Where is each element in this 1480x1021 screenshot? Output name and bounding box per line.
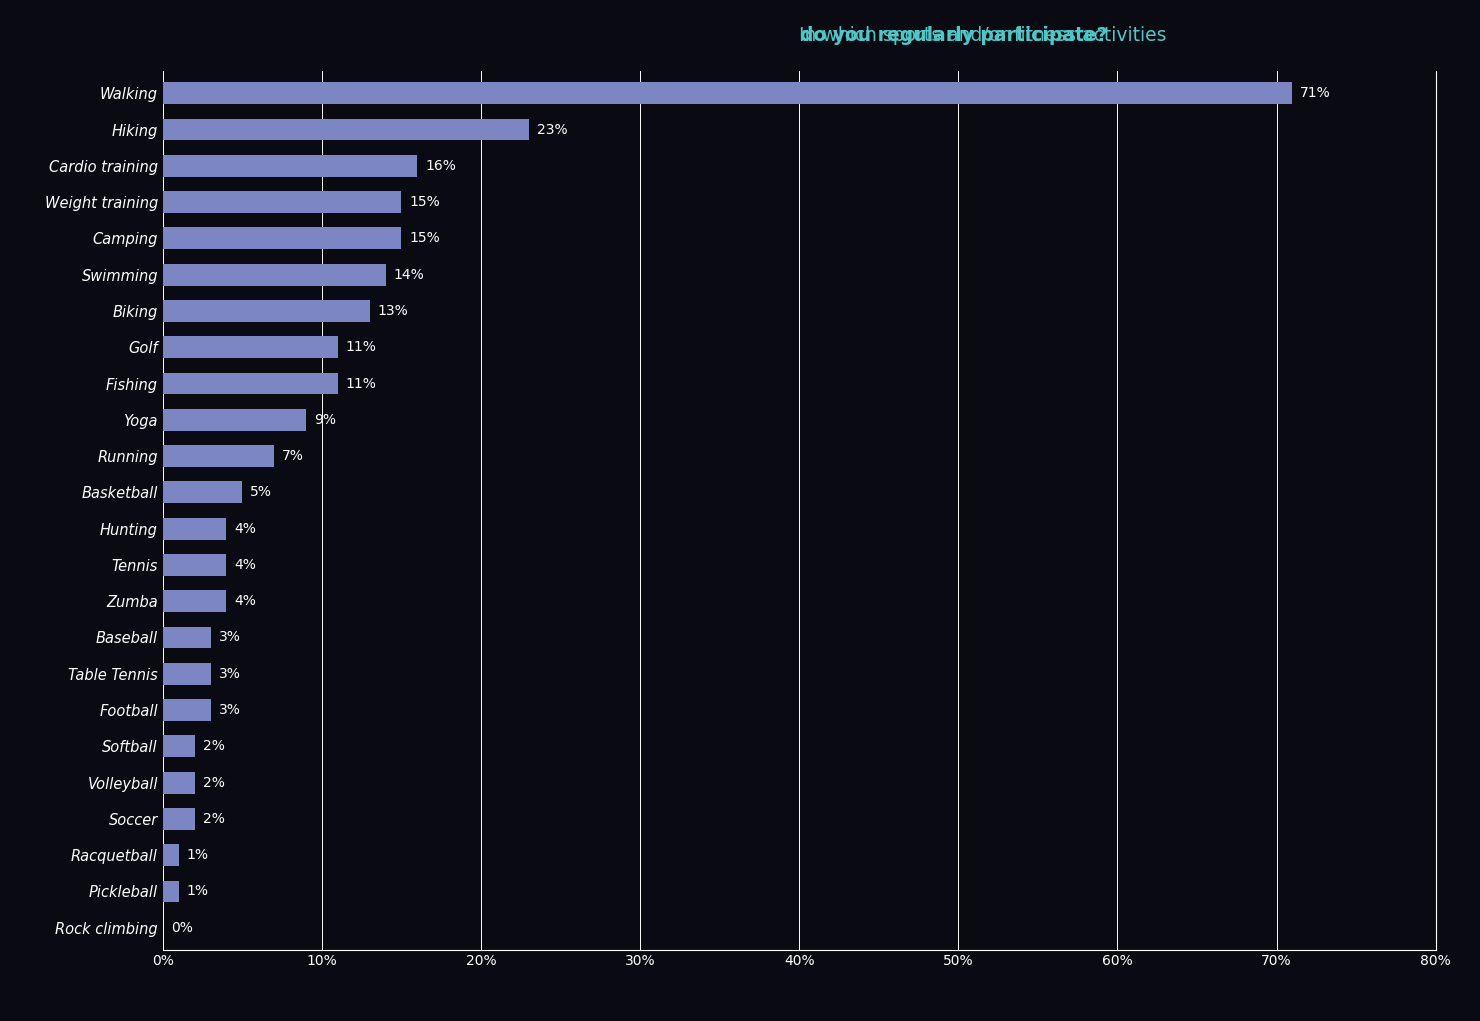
Text: In which sports and/or fitness activities: In which sports and/or fitness activitie… <box>799 27 1172 45</box>
Text: 4%: 4% <box>234 522 256 536</box>
Text: 2%: 2% <box>203 739 225 753</box>
Text: 9%: 9% <box>314 412 336 427</box>
Text: 14%: 14% <box>394 268 425 282</box>
Text: 15%: 15% <box>410 195 440 209</box>
Bar <box>163 808 195 830</box>
Text: 5%: 5% <box>250 485 272 499</box>
Text: 23%: 23% <box>537 123 567 137</box>
Bar <box>163 191 401 213</box>
Bar <box>163 373 337 394</box>
Text: 2%: 2% <box>203 776 225 789</box>
Bar <box>163 482 243 503</box>
Text: 71%: 71% <box>1301 86 1331 100</box>
Text: 7%: 7% <box>283 449 303 464</box>
Text: 4%: 4% <box>234 557 256 572</box>
Bar <box>163 844 179 866</box>
Bar <box>163 554 226 576</box>
Bar <box>163 518 226 539</box>
Text: 15%: 15% <box>410 232 440 245</box>
Bar <box>163 663 210 685</box>
Bar <box>163 228 401 249</box>
Text: 2%: 2% <box>203 812 225 826</box>
Text: 16%: 16% <box>425 159 456 173</box>
Text: 4%: 4% <box>234 594 256 609</box>
Text: 3%: 3% <box>219 703 240 717</box>
Bar <box>163 408 306 431</box>
Text: 0%: 0% <box>170 921 192 935</box>
Text: 3%: 3% <box>219 667 240 681</box>
Text: 11%: 11% <box>346 377 376 390</box>
Bar <box>163 772 195 793</box>
Text: 13%: 13% <box>377 304 408 318</box>
Bar <box>163 300 370 322</box>
Bar <box>163 880 179 903</box>
Text: 11%: 11% <box>346 340 376 354</box>
Text: 3%: 3% <box>219 631 240 644</box>
Bar <box>163 118 528 141</box>
Bar <box>163 627 210 648</box>
Bar <box>163 263 385 286</box>
Bar <box>163 445 274 467</box>
Bar <box>163 735 195 758</box>
Text: do you regularly participate?: do you regularly participate? <box>799 27 1107 45</box>
Bar <box>163 699 210 721</box>
Bar <box>163 336 337 358</box>
Bar <box>163 155 417 177</box>
Text: 1%: 1% <box>186 848 209 862</box>
Text: 1%: 1% <box>186 884 209 898</box>
Bar <box>163 590 226 613</box>
Bar <box>163 83 1292 104</box>
